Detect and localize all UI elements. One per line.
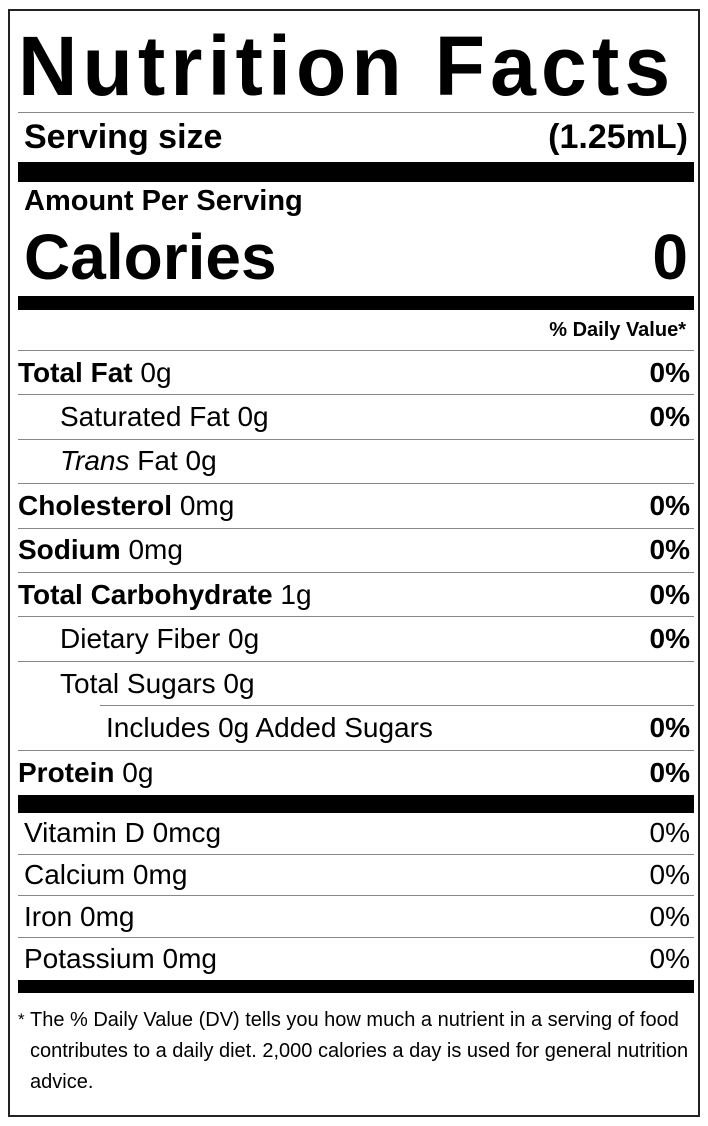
nutrient-row-total-fat: Total Fat 0g 0% xyxy=(18,351,694,396)
calories-value: 0 xyxy=(652,221,688,293)
serving-size-value: (1.25mL) xyxy=(548,118,688,156)
daily-value-header: % Daily Value* xyxy=(549,318,686,341)
divider xyxy=(18,112,694,113)
footnote-asterisk: * xyxy=(18,1010,25,1029)
label-border xyxy=(8,9,700,1117)
nutrient-row-added-sugars: Includes 0g Added Sugars 0% xyxy=(18,706,694,751)
indented-divider xyxy=(100,705,694,707)
nutrient-row-cholesterol: Cholesterol 0mg 0% xyxy=(18,484,694,529)
nutrient-row-total-carbohydrate: Total Carbohydrate 1g 0% xyxy=(18,573,694,618)
calories-label: Calories xyxy=(24,221,277,293)
nutrient-list: Total Fat 0g 0% Saturated Fat 0g 0% Tran… xyxy=(0,351,708,795)
nutrient-row-protein: Protein 0g 0% xyxy=(18,756,690,788)
vitamin-row-potassium: Potassium 0mg 0% xyxy=(24,942,690,974)
footnote: * The % Daily Value (DV) tells you how m… xyxy=(18,1005,694,1098)
thick-divider xyxy=(18,795,694,813)
nutrient-row-trans-fat: Trans Fat 0g xyxy=(18,440,694,485)
divider xyxy=(18,350,694,351)
amount-per-serving: Amount Per Serving xyxy=(24,184,303,217)
vitamin-row-calcium: Calcium 0mg 0% xyxy=(18,855,694,897)
serving-size-label: Serving size xyxy=(24,118,223,156)
vitamin-row-iron: Iron 0mg 0% xyxy=(18,896,694,939)
footnote-text: The % Daily Value (DV) tells you how muc… xyxy=(30,1009,689,1093)
nutrient-row-saturated-fat: Saturated Fat 0g 0% xyxy=(18,395,694,440)
calories-row: Calories 0 xyxy=(18,220,694,294)
vitamin-row-vitamin-d: Vitamin D 0mcg 0% xyxy=(18,813,694,855)
thick-divider xyxy=(18,296,694,310)
thick-divider xyxy=(18,162,694,182)
nutrient-row-sodium: Sodium 0mg 0% xyxy=(18,529,694,573)
vitamin-list: Vitamin D 0mcg 0% Calcium 0mg 0% Iron 0m… xyxy=(0,813,708,980)
nutrient-row-total-sugars: Total Sugars 0g xyxy=(18,662,694,707)
serving-size-row: Serving size (1.25mL) xyxy=(18,113,694,162)
label-title: Nutrition Facts xyxy=(18,19,676,113)
nutrient-row-dietary-fiber: Dietary Fiber 0g 0% xyxy=(18,617,694,662)
thick-divider xyxy=(18,980,694,993)
